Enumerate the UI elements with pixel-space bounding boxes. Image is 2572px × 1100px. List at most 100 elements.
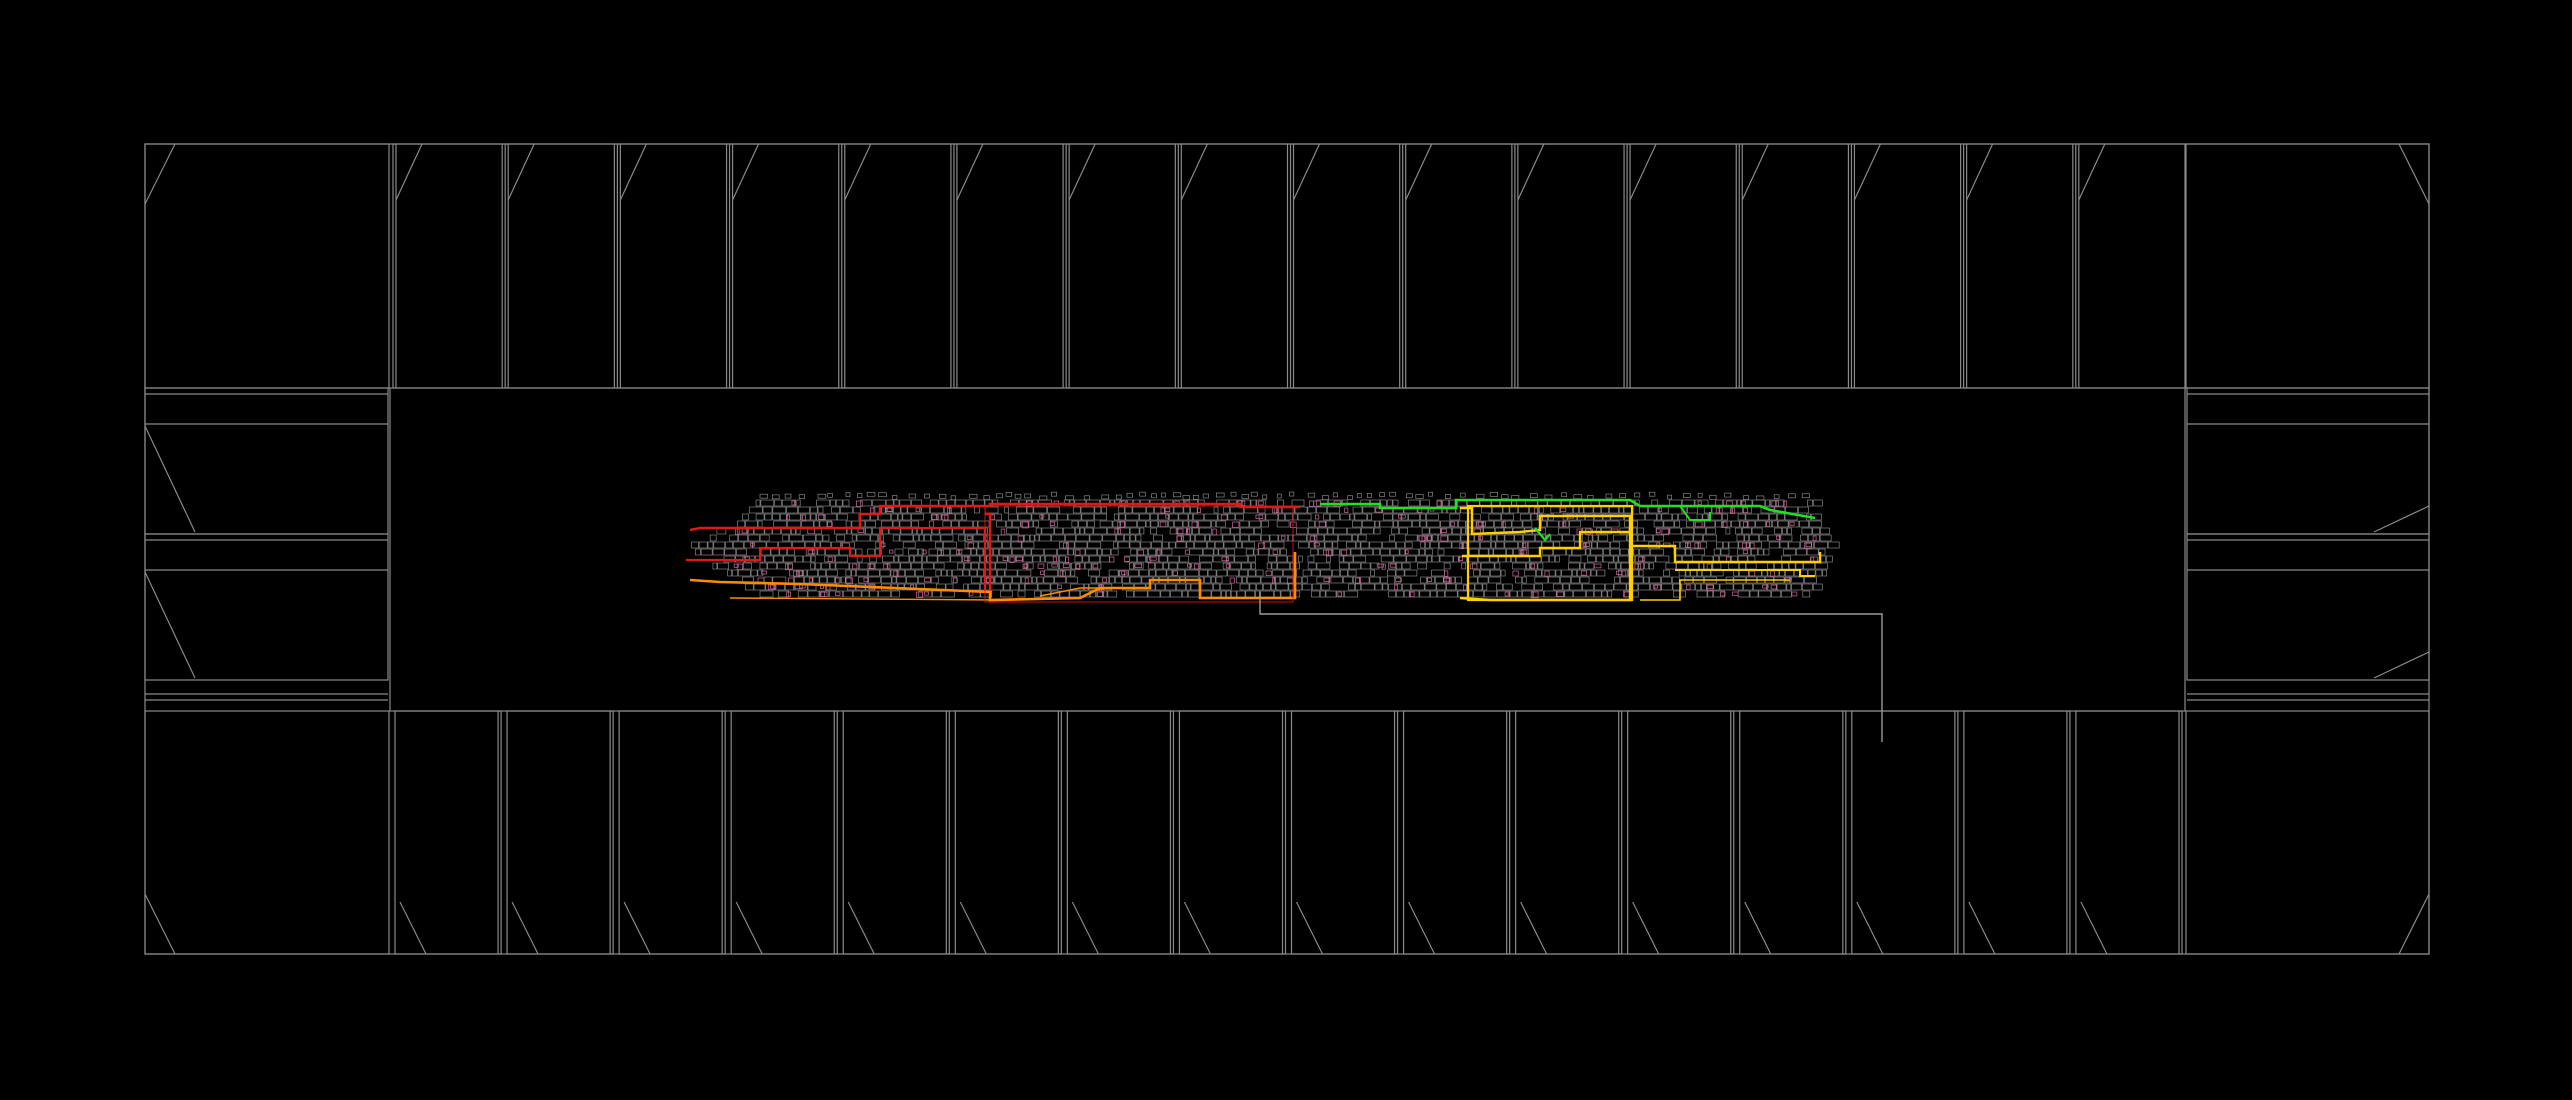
standard-cell	[1523, 541, 1528, 549]
standard-cell	[1139, 513, 1150, 521]
standard-cell	[1020, 520, 1029, 528]
standard-cell	[1570, 576, 1580, 584]
standard-cell	[1380, 555, 1394, 563]
standard-cell	[1473, 569, 1480, 577]
cell-pin	[1694, 542, 1701, 549]
standard-cell	[1227, 513, 1236, 521]
standard-cell	[1769, 513, 1777, 521]
standard-cell	[1133, 562, 1144, 570]
standard-cell	[1672, 513, 1678, 521]
standard-cell	[1735, 527, 1742, 535]
standard-cell	[1198, 569, 1208, 577]
standard-cell	[1496, 583, 1503, 591]
standard-cell	[1427, 534, 1433, 542]
standard-cell	[712, 548, 725, 556]
standard-cell	[1226, 555, 1235, 563]
standard-cell	[1730, 520, 1740, 528]
standard-cell	[1758, 590, 1772, 598]
standard-cell	[1307, 492, 1316, 498]
io-pad-bevel	[956, 143, 984, 201]
standard-cell	[1262, 494, 1268, 500]
standard-cell	[1006, 520, 1012, 528]
standard-cell	[1661, 513, 1673, 521]
cell-pin	[1258, 542, 1266, 549]
cell-pin	[941, 514, 949, 521]
standard-cell	[1638, 583, 1650, 591]
cell-pin	[827, 556, 833, 562]
standard-cell	[778, 590, 789, 598]
cell-pin	[1117, 521, 1125, 528]
standard-cell	[1168, 541, 1176, 549]
standard-cell	[1443, 576, 1450, 584]
standard-cell	[1456, 583, 1467, 591]
standard-cell	[1576, 569, 1591, 577]
standard-cell	[774, 499, 782, 507]
standard-cell	[1165, 583, 1176, 591]
standard-cell	[1799, 520, 1809, 528]
cell-pin	[1771, 500, 1780, 507]
cell-pin	[852, 563, 858, 570]
standard-cell	[1343, 576, 1353, 584]
standard-cell	[1696, 590, 1708, 598]
standard-cell	[1040, 555, 1046, 563]
standard-cell	[1392, 513, 1402, 521]
standard-cell	[1203, 513, 1218, 521]
standard-cell	[1081, 513, 1095, 521]
cell-pin	[956, 549, 963, 555]
standard-cell	[1393, 555, 1407, 563]
standard-cell	[1066, 576, 1078, 584]
standard-cell	[866, 491, 876, 497]
standard-cell	[1421, 527, 1430, 535]
cell-pin	[1194, 563, 1199, 570]
standard-cell	[759, 562, 768, 570]
standard-cell	[784, 493, 792, 499]
cell-pin	[1175, 528, 1184, 534]
cell-pin	[1697, 500, 1702, 505]
corner-pad-bottom-left	[144, 710, 390, 955]
standard-cell	[1029, 534, 1035, 542]
standard-cell	[1222, 534, 1235, 542]
standard-cell	[1750, 541, 1762, 549]
standard-cell	[798, 506, 810, 514]
standard-cell	[1502, 583, 1513, 591]
cell-pin	[1721, 521, 1728, 528]
io-pad-bevel	[1853, 143, 1881, 201]
standard-cell	[1139, 491, 1146, 497]
standard-cell	[1523, 534, 1535, 542]
cell-pin	[1421, 535, 1426, 542]
standard-cell	[1562, 583, 1570, 591]
cell-pin	[1656, 528, 1661, 533]
standard-cell	[1393, 520, 1398, 528]
io-pad-bevel	[1180, 143, 1208, 201]
standard-cell	[1438, 541, 1452, 549]
standard-cell	[1737, 548, 1751, 556]
standard-cell	[1095, 590, 1103, 598]
cell-pin	[793, 570, 800, 578]
cell-pin	[1426, 535, 1432, 541]
standard-cell	[709, 534, 717, 542]
standard-cell	[856, 534, 871, 542]
standard-cell	[851, 534, 857, 542]
standard-cell	[1370, 562, 1380, 570]
standard-cell	[1679, 541, 1688, 549]
standard-cell	[1135, 534, 1142, 542]
standard-cell	[1215, 576, 1223, 584]
standard-cell	[1500, 569, 1506, 577]
standard-cell	[815, 534, 823, 542]
standard-cell	[1815, 569, 1823, 577]
cell-pin	[1469, 563, 1478, 570]
standard-cell	[1774, 527, 1783, 535]
standard-cell	[1059, 541, 1067, 549]
standard-cell	[1820, 527, 1830, 535]
standard-cell	[733, 541, 744, 549]
cell-pin	[1355, 577, 1361, 584]
standard-cell	[1247, 569, 1256, 577]
standard-cell	[1429, 527, 1442, 535]
standard-cell	[1211, 520, 1216, 528]
standard-cell	[1439, 555, 1454, 563]
standard-cell	[852, 506, 861, 514]
cell-pin	[1323, 549, 1329, 556]
standard-cell	[1425, 548, 1433, 556]
standard-cell	[1343, 555, 1354, 563]
